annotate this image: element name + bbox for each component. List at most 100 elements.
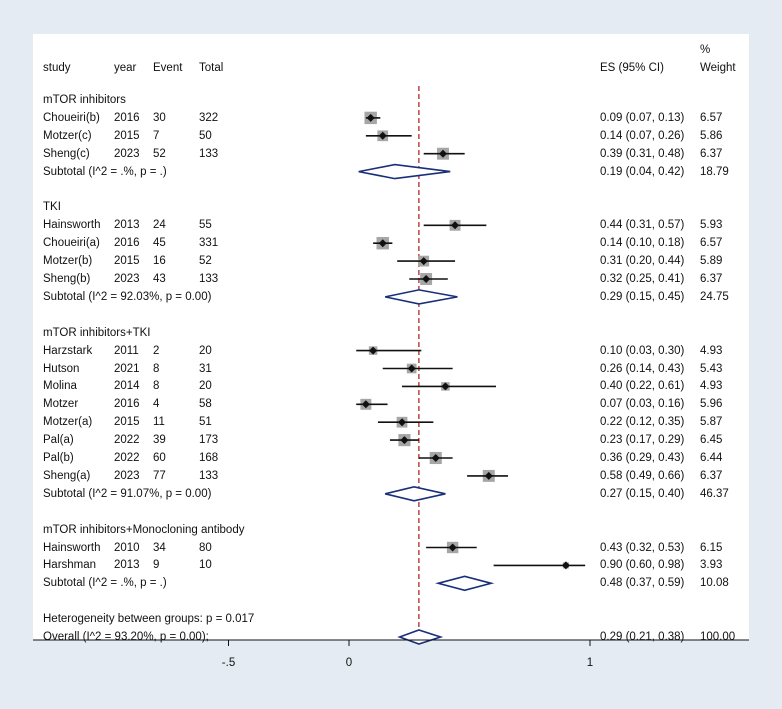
x-tick-label: -.5	[221, 657, 236, 669]
study-es-ci: 0.31 (0.20, 0.44)	[600, 255, 685, 268]
point-estimate	[366, 113, 375, 122]
study-year: 2015	[114, 255, 140, 268]
study-total: 50	[199, 129, 212, 142]
group-title: TKI	[43, 201, 61, 214]
point-estimate	[378, 239, 387, 248]
study-es-ci: 0.10 (0.03, 0.30)	[600, 344, 685, 357]
study-weight: 5.43	[700, 362, 723, 375]
point-estimate	[400, 436, 409, 445]
study-year: 2016	[114, 111, 140, 124]
study-event: 2	[153, 344, 160, 357]
header-weight: Weight	[700, 62, 736, 74]
study-es-ci: 0.23 (0.17, 0.29)	[600, 434, 685, 447]
study-total: 133	[199, 273, 219, 285]
point-estimate	[419, 257, 428, 266]
study-year: 2023	[114, 469, 140, 482]
study-name: Motzer(b)	[43, 255, 93, 268]
study-year: 2010	[114, 541, 140, 554]
study-weight: 6.15	[700, 541, 723, 554]
study-total: 55	[199, 219, 212, 232]
study-es-ci: 0.44 (0.31, 0.57)	[600, 219, 685, 232]
subtotal-es-ci: 0.48 (0.37, 0.59)	[600, 577, 685, 590]
study-weight: 6.45	[700, 434, 723, 447]
study-total: 10	[199, 559, 212, 572]
header-year: year	[114, 62, 137, 74]
study-event: 77	[153, 469, 166, 482]
subtotal-diamond	[384, 289, 458, 305]
subtotal-weight: 10.08	[700, 577, 729, 590]
study-weight: 4.93	[700, 344, 723, 357]
study-name: Hainsworth	[43, 541, 101, 554]
study-year: 2022	[114, 452, 140, 464]
study-event: 7	[153, 129, 160, 142]
study-es-ci: 0.40 (0.22, 0.61)	[600, 380, 685, 393]
study-event: 52	[153, 147, 166, 160]
study-weight: 6.37	[700, 273, 723, 285]
group-title: mTOR inhibitors+TKI	[43, 326, 151, 339]
study-year: 2016	[114, 237, 140, 250]
study-name: Pal(a)	[43, 434, 74, 447]
point-estimate	[422, 275, 431, 283]
study-weight: 6.44	[700, 452, 723, 464]
study-year: 2021	[114, 362, 140, 375]
study-event: 11	[153, 416, 165, 429]
point-estimate	[431, 454, 440, 462]
study-total: 133	[199, 469, 219, 482]
study-name: Hutson	[43, 362, 80, 375]
study-year: 2015	[114, 416, 140, 429]
subtotal-diamond	[358, 163, 451, 180]
study-event: 39	[153, 434, 166, 447]
x-tick-label: 1	[586, 657, 594, 669]
study-total: 173	[199, 434, 219, 447]
subtotal-diamond	[435, 575, 495, 592]
study-weight: 6.57	[700, 111, 723, 124]
subtotal-label: Subtotal (I^2 = 92.03%, p = 0.00)	[43, 290, 212, 303]
group-title: mTOR inhibitors	[43, 94, 126, 106]
header-total: Total	[199, 62, 224, 74]
study-event: 8	[153, 380, 160, 393]
study-name: Motzer(c)	[43, 129, 92, 142]
study-event: 60	[153, 452, 166, 464]
study-event: 9	[153, 559, 160, 572]
study-total: 31	[199, 362, 212, 375]
study-es-ci: 0.32 (0.25, 0.41)	[600, 273, 685, 285]
subtotal-es-ci: 0.29 (0.15, 0.45)	[600, 290, 685, 303]
study-name: Hainsworth	[43, 219, 101, 232]
study-name: Motzer(a)	[43, 416, 93, 429]
study-year: 2013	[114, 559, 140, 572]
study-weight: 5.87	[700, 416, 723, 429]
study-total: 58	[199, 398, 212, 411]
x-tick-label: 0	[345, 657, 353, 669]
point-estimate	[378, 131, 387, 140]
subtotal-weight: 18.79	[700, 165, 729, 178]
header-event: Event	[153, 62, 183, 74]
study-year: 2011	[114, 344, 139, 357]
subtotal-es-ci: 0.27 (0.15, 0.40)	[600, 487, 685, 500]
study-es-ci: 0.07 (0.03, 0.16)	[600, 398, 685, 411]
header-es: ES (95% CI)	[600, 62, 664, 74]
study-es-ci: 0.90 (0.60, 0.98)	[600, 559, 685, 572]
study-es-ci: 0.14 (0.07, 0.26)	[600, 129, 685, 142]
point-estimate	[441, 382, 450, 391]
study-year: 2014	[114, 380, 140, 393]
point-estimate	[561, 561, 570, 570]
study-es-ci: 0.58 (0.49, 0.66)	[600, 469, 685, 482]
study-es-ci: 0.22 (0.12, 0.35)	[600, 416, 685, 429]
study-total: 80	[199, 541, 212, 554]
study-name: Choueiri(a)	[43, 237, 100, 250]
study-weight: 6.37	[700, 147, 723, 160]
study-event: 8	[153, 362, 160, 375]
study-name: Harzstark	[43, 344, 93, 357]
study-total: 331	[199, 237, 219, 250]
study-name: Choueiri(b)	[43, 111, 100, 124]
study-total: 51	[199, 416, 212, 429]
study-es-ci: 0.26 (0.14, 0.43)	[600, 362, 685, 375]
study-weight: 6.57	[700, 237, 723, 250]
study-weight: 6.37	[700, 469, 723, 482]
study-weight: 4.93	[700, 380, 723, 393]
point-estimate	[361, 400, 370, 409]
group-title: mTOR inhibitors+Monocloning antibody	[43, 523, 245, 536]
point-estimate	[451, 221, 460, 230]
overall-diamond	[397, 629, 444, 645]
